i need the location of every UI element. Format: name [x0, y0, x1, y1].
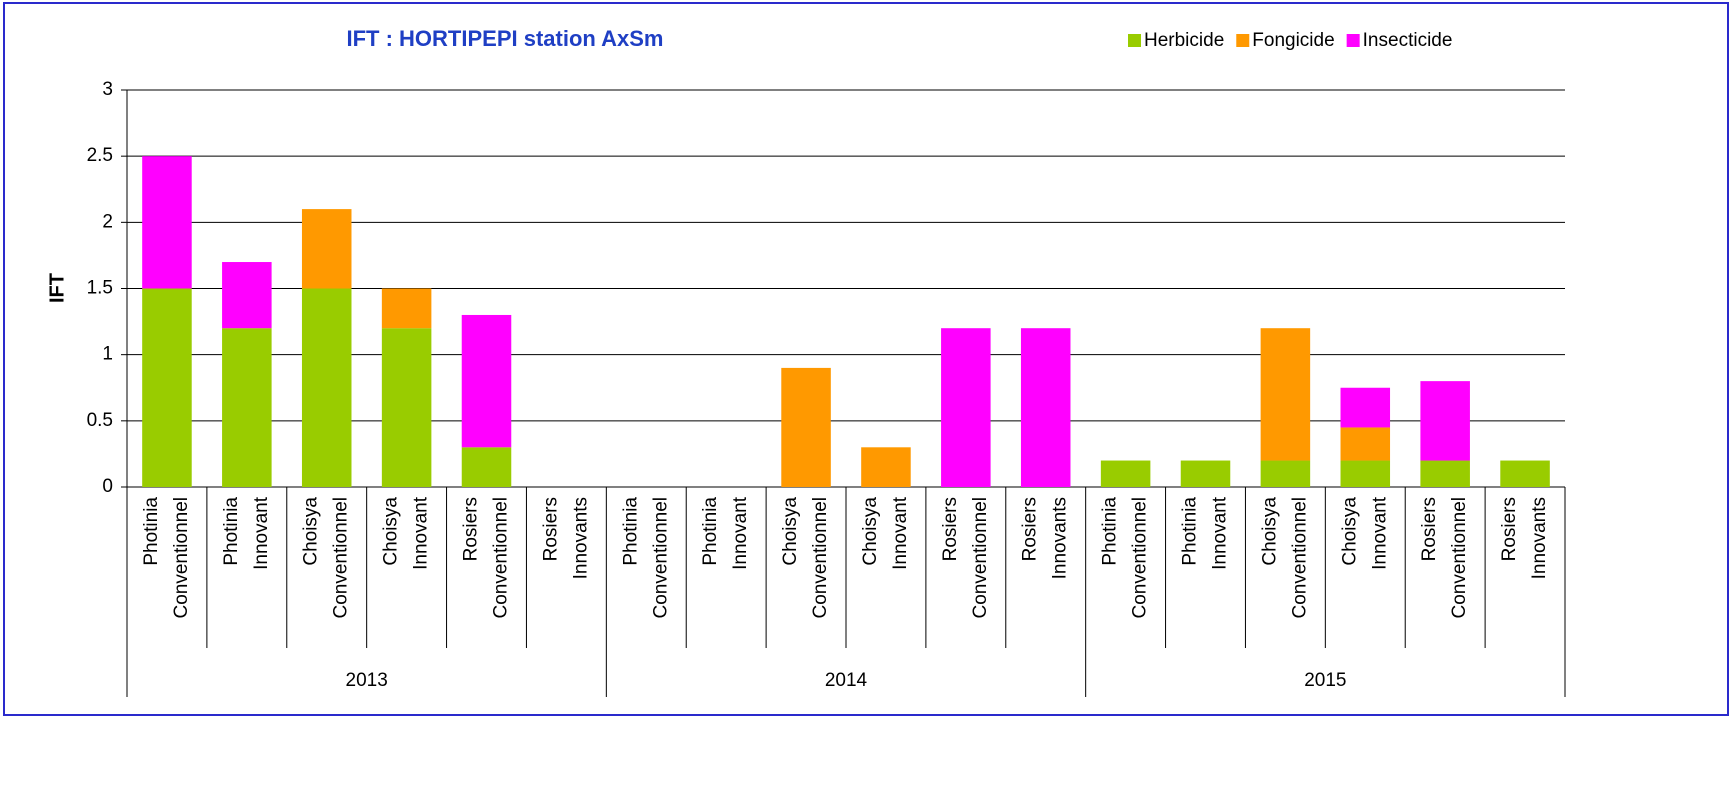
bar-segment [142, 288, 192, 487]
bar-segment [381, 328, 432, 487]
legend-label: Herbicide [1144, 30, 1224, 51]
x-tick-label: Conventionnel [1289, 497, 1310, 618]
bar-segment [222, 262, 272, 329]
x-tick-label: Conventionnel [970, 497, 991, 618]
y-axis-label: IFT [46, 273, 68, 303]
bar-segment [301, 288, 352, 487]
y-tick-label: 0 [102, 476, 113, 497]
x-tick-label: Photinia [700, 497, 721, 566]
x-tick-label: Innovants [1050, 497, 1071, 579]
bar-segment [1100, 460, 1151, 487]
bar-segment [1420, 381, 1470, 461]
legend-swatch [1128, 34, 1141, 47]
bar-segment [1340, 427, 1391, 461]
x-tick-label: Innovant [251, 496, 272, 570]
x-tick-label: Innovant [1210, 496, 1231, 570]
x-tick-label: Innovant [1369, 496, 1390, 570]
bar-segment [1420, 460, 1470, 487]
bar-segment [861, 447, 911, 487]
y-tick-label: 0.5 [87, 410, 113, 431]
x-tick-label: Photinia [620, 497, 641, 566]
x-tick-label: Choisya [1339, 497, 1360, 566]
group-label: 2013 [346, 670, 388, 691]
bar-segment [1340, 460, 1391, 487]
bar-segment [1180, 460, 1231, 487]
bar-segment [1500, 460, 1550, 487]
bar-segment [461, 447, 512, 487]
x-tick-label: Innovants [1529, 497, 1550, 579]
x-tick-label: Rosiers [1020, 497, 1041, 561]
x-tick-label: Rosiers [940, 497, 961, 561]
group-label: 2014 [825, 670, 868, 691]
legend-label: Fongicide [1252, 30, 1334, 51]
y-tick-label: 1.5 [87, 278, 113, 299]
x-tick-label: Rosiers [1499, 497, 1520, 561]
x-tick-label: Innovants [570, 497, 591, 579]
x-tick-label: Photinia [221, 497, 242, 566]
x-tick-label: Innovant [730, 496, 751, 570]
bar-segment [461, 314, 512, 448]
x-tick-label: Rosiers [461, 497, 482, 561]
y-tick-label: 2 [102, 211, 113, 232]
x-tick-label: Conventionnel [491, 497, 512, 618]
bar-segment [941, 328, 991, 487]
bar-segment [1020, 328, 1071, 487]
bar-segment [781, 367, 831, 487]
y-tick-label: 1 [102, 344, 113, 365]
bar-segment [1260, 328, 1311, 461]
x-tick-label: Choisya [1259, 497, 1280, 566]
chart-frame [3, 2, 1729, 716]
group-label: 2015 [1304, 670, 1346, 691]
bar-segment [381, 288, 432, 329]
x-tick-label: Conventionnel [331, 497, 352, 618]
x-tick-label: Photinia [1100, 497, 1121, 566]
y-tick-label: 3 [102, 79, 113, 100]
x-tick-label: Rosiers [1419, 497, 1440, 561]
x-tick-label: Photinia [1180, 497, 1201, 566]
bar-segment [142, 156, 192, 289]
legend-swatch [1346, 34, 1360, 47]
legend-label: Insecticide [1363, 30, 1453, 51]
x-tick-label: Conventionnel [171, 497, 192, 618]
x-tick-label: Choisya [381, 497, 402, 566]
x-tick-label: Conventionnel [1130, 497, 1151, 618]
bar-segment [301, 209, 352, 289]
x-tick-label: Conventionnel [1449, 497, 1470, 618]
bar-segment [1260, 460, 1311, 487]
x-tick-label: Innovant [411, 496, 432, 570]
legend-swatch [1236, 34, 1250, 47]
x-tick-label: Conventionnel [810, 497, 831, 618]
x-tick-label: Choisya [860, 497, 881, 566]
bar-segment [222, 328, 272, 487]
x-tick-label: Photinia [141, 497, 162, 566]
chart-title: IFT : HORTIPEPI station AxSm [347, 26, 664, 51]
y-tick-label: 2.5 [87, 145, 113, 166]
x-tick-label: Choisya [301, 497, 322, 566]
x-tick-label: Rosiers [540, 497, 561, 561]
x-tick-label: Conventionnel [650, 497, 671, 618]
x-tick-label: Choisya [780, 497, 801, 566]
x-tick-label: Innovant [890, 496, 911, 570]
bar-segment [1340, 387, 1391, 428]
